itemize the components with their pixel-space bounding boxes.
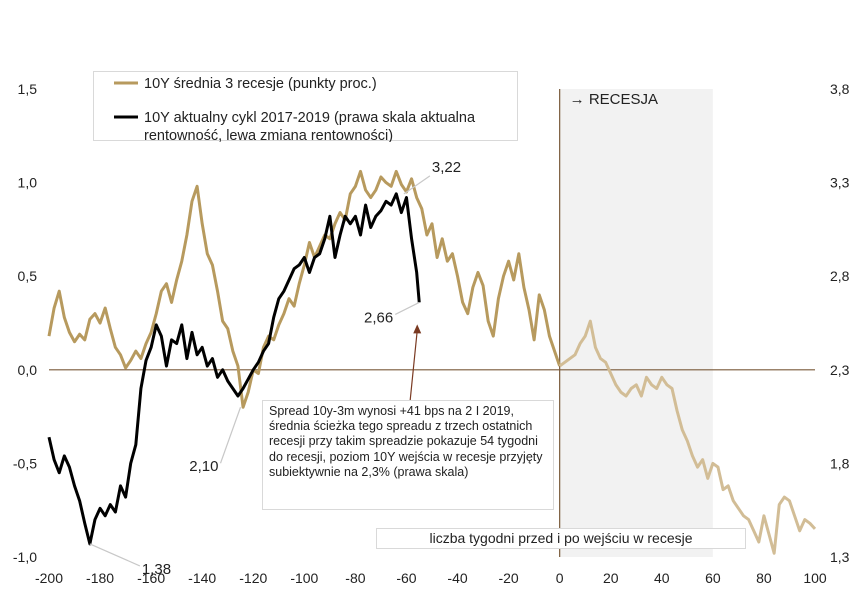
legend-label-current-line1: 10Y aktualny cykl 2017-2019 (prawa skala… — [144, 110, 476, 126]
y-left-tick-label: 0,5 — [18, 268, 38, 284]
annotations: 3,22 2,66 2,10 1,38 — [142, 159, 461, 578]
annotation-leaders — [89, 175, 431, 567]
series-average-before-recession — [47, 169, 562, 409]
note-box: Spread 10y-3m wynosi +41 bps na 2 I 2019… — [262, 400, 554, 510]
y-right-tick-label: 3,8 — [830, 81, 850, 97]
legend: 10Y średnia 3 recesje (punkty proc.) 10Y… — [93, 71, 518, 142]
y-left-tick-label: -0,5 — [13, 455, 37, 471]
series-current-cycle — [47, 192, 421, 546]
recession-shade — [559, 89, 713, 557]
x-axis-ticks: -200 -180 -160 -140 -120 -100 -80 -60 -40 -20 0 20 4… — [35, 570, 827, 586]
y-left-tick-label: 0,0 — [18, 362, 38, 378]
x-tick-label: -80 — [345, 570, 365, 586]
y-right-tick-label: 2,8 — [830, 268, 850, 284]
x-tick-label: 60 — [705, 570, 721, 586]
annotation-label: 3,22 — [432, 159, 461, 176]
annotation-leader-line — [219, 407, 242, 464]
annotation-leader-line — [89, 543, 141, 567]
annotation-label: 2,10 — [189, 458, 218, 475]
x-tick-label: -120 — [239, 570, 267, 586]
x-tick-label: -100 — [290, 570, 318, 586]
recession-label: → RECESJA — [570, 91, 658, 108]
legend-label-average: 10Y średnia 3 recesje (punkty proc.) — [144, 76, 377, 92]
x-tick-label: 80 — [756, 570, 772, 586]
x-axis-label: liczba tygodni przed i po wejściu w rece… — [376, 528, 746, 549]
annotation-leader-line — [403, 175, 431, 195]
x-tick-label: -200 — [35, 570, 63, 586]
note-arrow-line — [409, 330, 418, 403]
series-average-3-recessions — [47, 169, 817, 555]
x-tick-label: -20 — [498, 570, 518, 586]
y-left-tick-label: -1,0 — [13, 549, 37, 565]
x-tick-label: -40 — [447, 570, 467, 586]
y-left-tick-label: 1,0 — [18, 175, 38, 191]
annotation-label: 1,38 — [142, 561, 171, 578]
series-average-after-recession — [558, 319, 817, 555]
note-arrow-head — [413, 324, 422, 334]
y-left-tick-label: 1,5 — [18, 81, 38, 97]
x-tick-label: -180 — [86, 570, 114, 586]
y-right-tick-label: 1,3 — [830, 549, 850, 565]
y-right-axis-ticks: 3,8 3,3 2,8 2,3 1,8 1,3 — [830, 81, 850, 565]
annotation-label: 2,66 — [364, 309, 393, 326]
x-tick-label: 0 — [556, 570, 564, 586]
x-tick-label: 40 — [654, 570, 670, 586]
annotation-leader-line — [394, 301, 420, 315]
x-tick-label: 100 — [803, 570, 827, 586]
x-tick-label: 20 — [603, 570, 619, 586]
x-tick-label: -160 — [137, 570, 165, 586]
legend-label-current-line2: rentowność, lewa zmiana rentowności) — [144, 128, 393, 142]
y-right-tick-label: 1,8 — [830, 455, 850, 471]
y-left-axis-ticks: 1,5 1,0 0,5 0,0 -0,5 -1,0 — [13, 81, 37, 565]
y-right-tick-label: 2,3 — [830, 362, 850, 378]
x-tick-label: -140 — [188, 570, 216, 586]
y-right-tick-label: 3,3 — [830, 175, 850, 191]
x-tick-label: -60 — [396, 570, 416, 586]
